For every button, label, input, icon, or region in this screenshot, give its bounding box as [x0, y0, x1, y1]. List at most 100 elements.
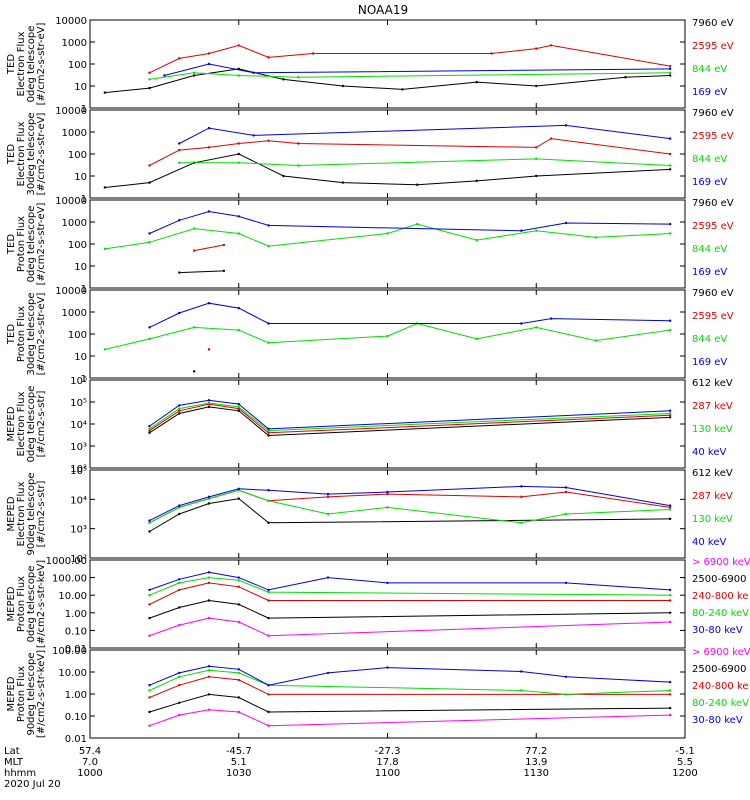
data-point	[178, 606, 181, 609]
data-point	[237, 74, 240, 77]
legend-entry: 7960 eV	[692, 18, 734, 29]
data-point	[178, 407, 181, 410]
data-point	[564, 581, 568, 585]
y-tick-label: 1000.00	[46, 556, 87, 567]
y-tick-label: 10000	[55, 196, 87, 207]
data-point	[178, 713, 181, 717]
data-point	[103, 91, 107, 94]
data-point	[267, 499, 270, 502]
data-point	[267, 427, 270, 431]
data-point	[475, 179, 478, 183]
x-tick-lat: 77.2	[525, 746, 547, 757]
panel-2: 10000 1000 100 10 1 TED Electron Flux 30deg tel…	[6, 106, 734, 205]
legend-entry: 844 eV	[692, 244, 727, 255]
y-tick-label: 100	[68, 240, 87, 251]
y-tick-label: 10	[74, 172, 87, 183]
data-point	[386, 232, 389, 235]
data-point	[148, 431, 151, 434]
data-point	[267, 244, 270, 248]
data-point	[520, 495, 523, 499]
y-axis-label: Proton Flux	[16, 576, 27, 632]
legend-entry: 844 eV	[692, 64, 727, 75]
y-tick-label: 10⁴	[70, 495, 87, 506]
y-axis-label: Electron Flux	[16, 121, 27, 186]
panel-frame	[89, 289, 686, 379]
y-tick-label: 1	[81, 374, 87, 385]
y-axis-label: 0deg telescope	[26, 206, 37, 283]
y-tick-label: 0.10	[65, 626, 87, 637]
data-point	[267, 588, 270, 592]
data-point	[237, 44, 240, 47]
y-tick-label: 0.10	[65, 712, 87, 723]
data-point	[267, 590, 270, 594]
data-point	[668, 412, 672, 415]
data-point	[178, 623, 181, 627]
data-point	[192, 227, 196, 230]
data-point	[178, 684, 181, 687]
y-tick-label: 10⁴	[70, 420, 87, 431]
panel-3: 10000 1000 100 10 1 TED Proton Flux 0deg telesc…	[6, 196, 734, 295]
legend-entry: 287 keV	[692, 401, 733, 412]
data-point	[192, 71, 196, 74]
y-axis-label: [#/cm2-s-str-keV]	[36, 560, 47, 648]
data-point	[297, 142, 300, 145]
data-point	[668, 504, 672, 507]
data-point	[564, 124, 568, 127]
data-point	[297, 164, 300, 167]
legend-entry: 612 keV	[692, 378, 733, 389]
y-axis-label: [#/cm2-s-str-eV]	[36, 203, 47, 286]
legend-entry: 2595 eV	[692, 311, 734, 322]
data-point	[207, 581, 211, 585]
x-tick-hhmm: 1200	[672, 768, 697, 779]
legend-entry: 844 eV	[692, 154, 727, 165]
data-point	[237, 405, 240, 409]
data-point	[237, 402, 240, 406]
y-tick-label: 10.00	[58, 668, 87, 679]
data-point	[668, 693, 672, 696]
legend-entry: 130 keV	[692, 424, 733, 435]
data-point	[401, 88, 404, 91]
data-point	[535, 47, 538, 50]
data-point	[668, 168, 672, 171]
x-tick-lat: -5.1	[675, 746, 695, 757]
data-point	[207, 669, 211, 672]
data-point	[475, 80, 478, 84]
y-axis-label: TED	[6, 144, 17, 165]
y-axis-label: MEPED	[6, 406, 17, 441]
data-point	[148, 429, 151, 432]
data-point	[535, 84, 538, 88]
series-line-blue	[149, 399, 671, 430]
data-point	[386, 581, 389, 585]
x-tick-hhmm: 1130	[524, 768, 549, 779]
data-point	[564, 486, 568, 489]
data-point	[148, 724, 151, 727]
data-point	[668, 164, 672, 167]
data-point	[148, 530, 151, 533]
data-point	[237, 161, 240, 164]
legend-entry: 80-240 keV	[692, 608, 749, 619]
legend-entry: 240-800 ke	[692, 591, 749, 602]
data-point	[564, 675, 568, 679]
x-row-label: hhmm	[4, 768, 36, 779]
data-point	[148, 519, 151, 522]
data-point	[282, 174, 285, 178]
y-axis-label: 90deg telescope	[26, 472, 37, 555]
y-tick-label: 10⁶	[70, 376, 87, 387]
data-point	[237, 710, 240, 714]
data-point	[148, 710, 151, 714]
legend-entry: > 6900 keV	[692, 647, 750, 658]
x-tick-lat: -27.3	[375, 746, 401, 757]
panel-7: 1000.00 100.00 10.00 1.00 0.10 0.01 MEPED Proto…	[6, 556, 750, 655]
data-point	[207, 502, 211, 505]
data-point	[267, 429, 270, 432]
data-point	[207, 675, 211, 679]
data-point	[222, 269, 226, 273]
figure-title: NOAA19	[358, 3, 408, 17]
data-point	[207, 708, 211, 712]
y-tick-label: 10²	[70, 554, 87, 565]
y-axis-label: [#/cm2-s-str-keV]	[36, 650, 47, 738]
legend-entry: 80-240 keV	[692, 698, 749, 709]
panel-6: 10⁵ 10⁴ 10³ 10² MEPED Electron Flux 90deg tele…	[6, 466, 733, 565]
